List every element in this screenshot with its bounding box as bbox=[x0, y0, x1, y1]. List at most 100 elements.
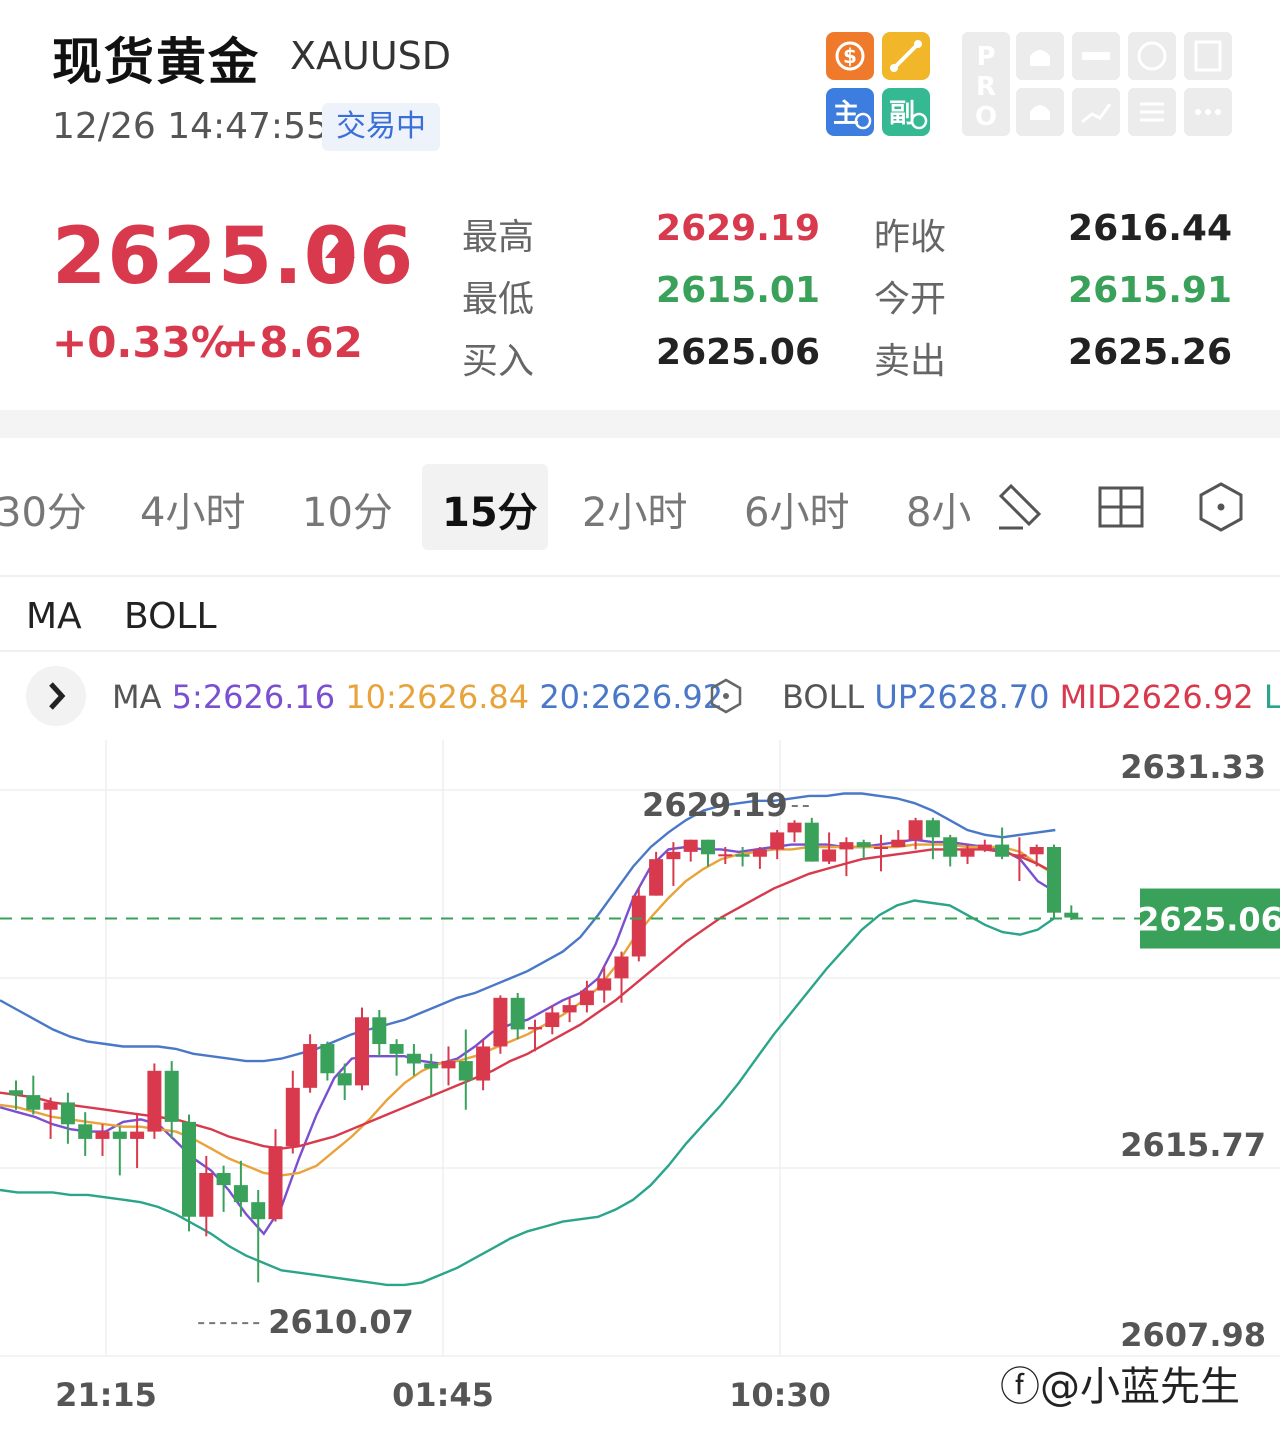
tab-10min[interactable]: 10分 bbox=[302, 490, 393, 536]
candle-body bbox=[666, 851, 681, 860]
candle-body bbox=[233, 1185, 248, 1203]
current-price-label: 2625.06 bbox=[1137, 901, 1280, 939]
svg-text:$: $ bbox=[843, 44, 857, 68]
y-tick-label: 2607.98 bbox=[1120, 1316, 1266, 1354]
indicator-ma[interactable]: MA bbox=[26, 596, 82, 637]
candle-body bbox=[562, 1005, 577, 1013]
candle-body bbox=[112, 1131, 127, 1139]
low-value: 2615.01 bbox=[656, 270, 820, 311]
svg-text:主: 主 bbox=[833, 99, 859, 129]
candle-body bbox=[614, 956, 629, 979]
candle-body bbox=[182, 1121, 196, 1217]
candle-body bbox=[995, 844, 1010, 857]
pro-icon[interactable]: PRO bbox=[962, 32, 1010, 136]
dollar-icon[interactable]: $ bbox=[826, 32, 874, 80]
tab-6h[interactable]: 6小时 bbox=[744, 490, 850, 536]
candle-body bbox=[458, 1061, 473, 1081]
alert-icon[interactable] bbox=[1016, 32, 1064, 80]
candle-body bbox=[424, 1063, 439, 1069]
sub-indicator-icon[interactable]: 副 bbox=[882, 88, 930, 136]
quote-datetime: 12/26 14:47:55 bbox=[52, 106, 329, 147]
ruler-icon[interactable] bbox=[882, 32, 930, 80]
candle-body bbox=[579, 990, 594, 1006]
change-value: +8.62 bbox=[224, 318, 363, 367]
tab-8h[interactable]: 8小 bbox=[906, 490, 970, 536]
main-indicator-icon[interactable]: 主 bbox=[826, 88, 874, 136]
candle-body bbox=[649, 859, 664, 896]
candle-body bbox=[216, 1172, 231, 1186]
candle-body bbox=[9, 1090, 23, 1096]
candle-body bbox=[78, 1124, 93, 1139]
layout-grid-icon[interactable] bbox=[1096, 482, 1146, 536]
y-tick-label: 2631.33 bbox=[1120, 748, 1266, 786]
settings-hexagon-icon[interactable] bbox=[1194, 480, 1248, 538]
candle-body bbox=[43, 1102, 58, 1110]
series-line bbox=[0, 792, 1056, 1063]
prev-close-label: 昨收 bbox=[874, 217, 947, 258]
draw-tool-icon[interactable] bbox=[995, 480, 1047, 536]
candle-body bbox=[822, 849, 837, 862]
candle-body bbox=[406, 1053, 421, 1064]
candle-body bbox=[268, 1146, 283, 1220]
series-line bbox=[0, 843, 1056, 1177]
candle-body bbox=[856, 842, 871, 848]
candle-body bbox=[372, 1017, 387, 1045]
candle-body bbox=[631, 895, 646, 957]
x-tick-label: 01:45 bbox=[392, 1376, 494, 1414]
list-icon[interactable] bbox=[1128, 88, 1176, 136]
expand-chevron-icon[interactable] bbox=[26, 666, 86, 726]
more-icon[interactable] bbox=[1184, 88, 1232, 136]
indicator-divider bbox=[0, 650, 1280, 652]
candle-body bbox=[389, 1044, 404, 1054]
chart-grid bbox=[0, 740, 1280, 1357]
candle-body bbox=[770, 832, 785, 850]
candle-body bbox=[908, 820, 923, 840]
candle-body bbox=[804, 822, 819, 862]
ma-legend: MA 5:2626.16 10:2626.84 20:2626.92 bbox=[112, 678, 723, 716]
open-label: 今开 bbox=[874, 279, 947, 320]
chart-icon[interactable] bbox=[1072, 88, 1120, 136]
indicator-boll[interactable]: BOLL bbox=[124, 596, 217, 637]
ma-settings-icon[interactable] bbox=[706, 676, 746, 720]
candle-body bbox=[147, 1070, 162, 1132]
candle-body bbox=[735, 854, 750, 857]
tab-4h[interactable]: 4小时 bbox=[140, 490, 246, 536]
bell-icon[interactable] bbox=[1016, 88, 1064, 136]
candle-body bbox=[164, 1070, 179, 1122]
candle-body bbox=[1029, 847, 1044, 855]
candle-body bbox=[251, 1202, 266, 1220]
series-line bbox=[0, 838, 1056, 1236]
indicator-lines bbox=[0, 792, 1056, 1287]
candle-body bbox=[26, 1095, 41, 1110]
y-tick-label: 2615.77 bbox=[1120, 1126, 1266, 1164]
bid-label: 买入 bbox=[462, 341, 535, 382]
candlestick-chart[interactable]: 2625.06 2631.33 2615.77 2607.98 21:15 01:45 10… bbox=[0, 740, 1280, 1448]
candle-body bbox=[1047, 847, 1061, 913]
tabs-divider bbox=[0, 575, 1280, 577]
boll-low-value: LC bbox=[1263, 678, 1280, 716]
current-price-tag bbox=[1140, 888, 1280, 949]
ask-value: 2625.26 bbox=[1068, 332, 1232, 373]
money-icon[interactable] bbox=[1128, 32, 1176, 80]
boll-up-value: UP2628.70 bbox=[874, 678, 1050, 716]
minus-icon[interactable] bbox=[1072, 32, 1120, 80]
candle-body bbox=[925, 820, 940, 838]
tab-15min[interactable]: 15分 bbox=[442, 490, 538, 536]
chart-overlay: 2625.06 2631.33 2615.77 2607.98 21:15 01:45 10… bbox=[0, 748, 1280, 1414]
section-divider bbox=[0, 410, 1280, 438]
candle-body bbox=[839, 842, 854, 850]
high-marker-label: 2629.19 bbox=[642, 786, 788, 824]
tab-30min[interactable]: 30分 bbox=[0, 490, 87, 536]
series-line bbox=[0, 899, 1056, 1287]
candle-body bbox=[130, 1131, 145, 1139]
tab-active-bg bbox=[422, 464, 548, 550]
ma5-value: 5:2626.16 bbox=[171, 678, 336, 716]
news-icon[interactable] bbox=[1184, 32, 1232, 80]
candle-body bbox=[683, 839, 698, 852]
high-value: 2629.19 bbox=[656, 208, 820, 249]
candle-body bbox=[874, 847, 888, 850]
tab-2h[interactable]: 2小时 bbox=[582, 490, 688, 536]
prev-close-value: 2616.44 bbox=[1068, 208, 1232, 249]
ma-prefix: MA bbox=[112, 678, 172, 716]
candle-body bbox=[960, 849, 975, 857]
